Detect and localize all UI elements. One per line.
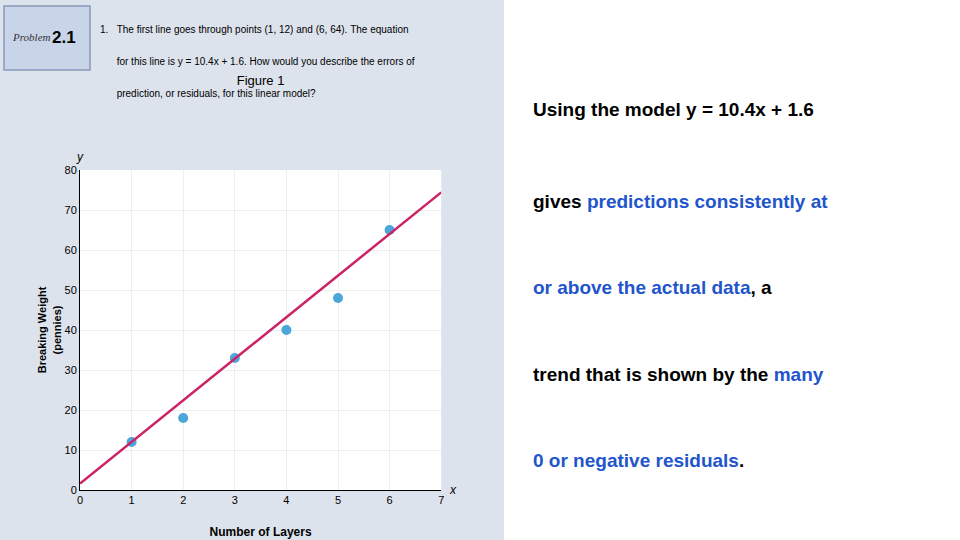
svg-text:Breaking Weight(pennies): Breaking Weight(pennies) [36, 286, 62, 373]
svg-text:Using the model y = 10.4x + 1.: Using the model y = 10.4x + 1.6 [533, 99, 814, 120]
svg-text:70: 70 [65, 204, 77, 216]
svg-text:1: 1 [129, 494, 135, 506]
svg-text:gives predictions consistently: gives predictions consistently at [533, 191, 828, 212]
svg-text:0 or negative residuals.: 0 or negative residuals. [533, 450, 744, 471]
svg-text:40: 40 [65, 324, 77, 336]
svg-text:5: 5 [335, 494, 341, 506]
svg-text:7: 7 [438, 494, 444, 506]
svg-text:2: 2 [180, 494, 186, 506]
svg-text:Problem: Problem [12, 31, 51, 43]
svg-text:80: 80 [65, 164, 77, 176]
svg-text:1. The first line goes throu: 1. The first line goes through points (1… [100, 24, 409, 35]
svg-text:y: y [76, 150, 84, 164]
svg-text:Figure 1: Figure 1 [237, 73, 285, 88]
svg-text:3: 3 [232, 494, 238, 506]
svg-text:trend that is shown by the man: trend that is shown by the many [533, 364, 824, 385]
svg-text:4: 4 [283, 494, 289, 506]
svg-text:6: 6 [387, 494, 393, 506]
svg-text:for this line is y = 10.4x + 1: for this line is y = 10.4x + 1.6. How wo… [100, 56, 415, 67]
svg-text:0: 0 [71, 484, 77, 496]
svg-text:30: 30 [65, 364, 77, 376]
svg-text:0: 0 [77, 494, 83, 506]
svg-text:10: 10 [65, 444, 77, 456]
svg-text:2.1: 2.1 [52, 28, 76, 47]
svg-text:Number of Layers: Number of Layers [210, 525, 312, 539]
svg-text:60: 60 [65, 244, 77, 256]
svg-text:or above the actual data, a: or above the actual data, a [533, 277, 772, 298]
svg-text:x: x [449, 483, 457, 497]
svg-text:50: 50 [65, 284, 77, 296]
svg-text:20: 20 [65, 404, 77, 416]
svg-text:prediction, or residuals, for: prediction, or residuals, for this linea… [100, 88, 316, 99]
